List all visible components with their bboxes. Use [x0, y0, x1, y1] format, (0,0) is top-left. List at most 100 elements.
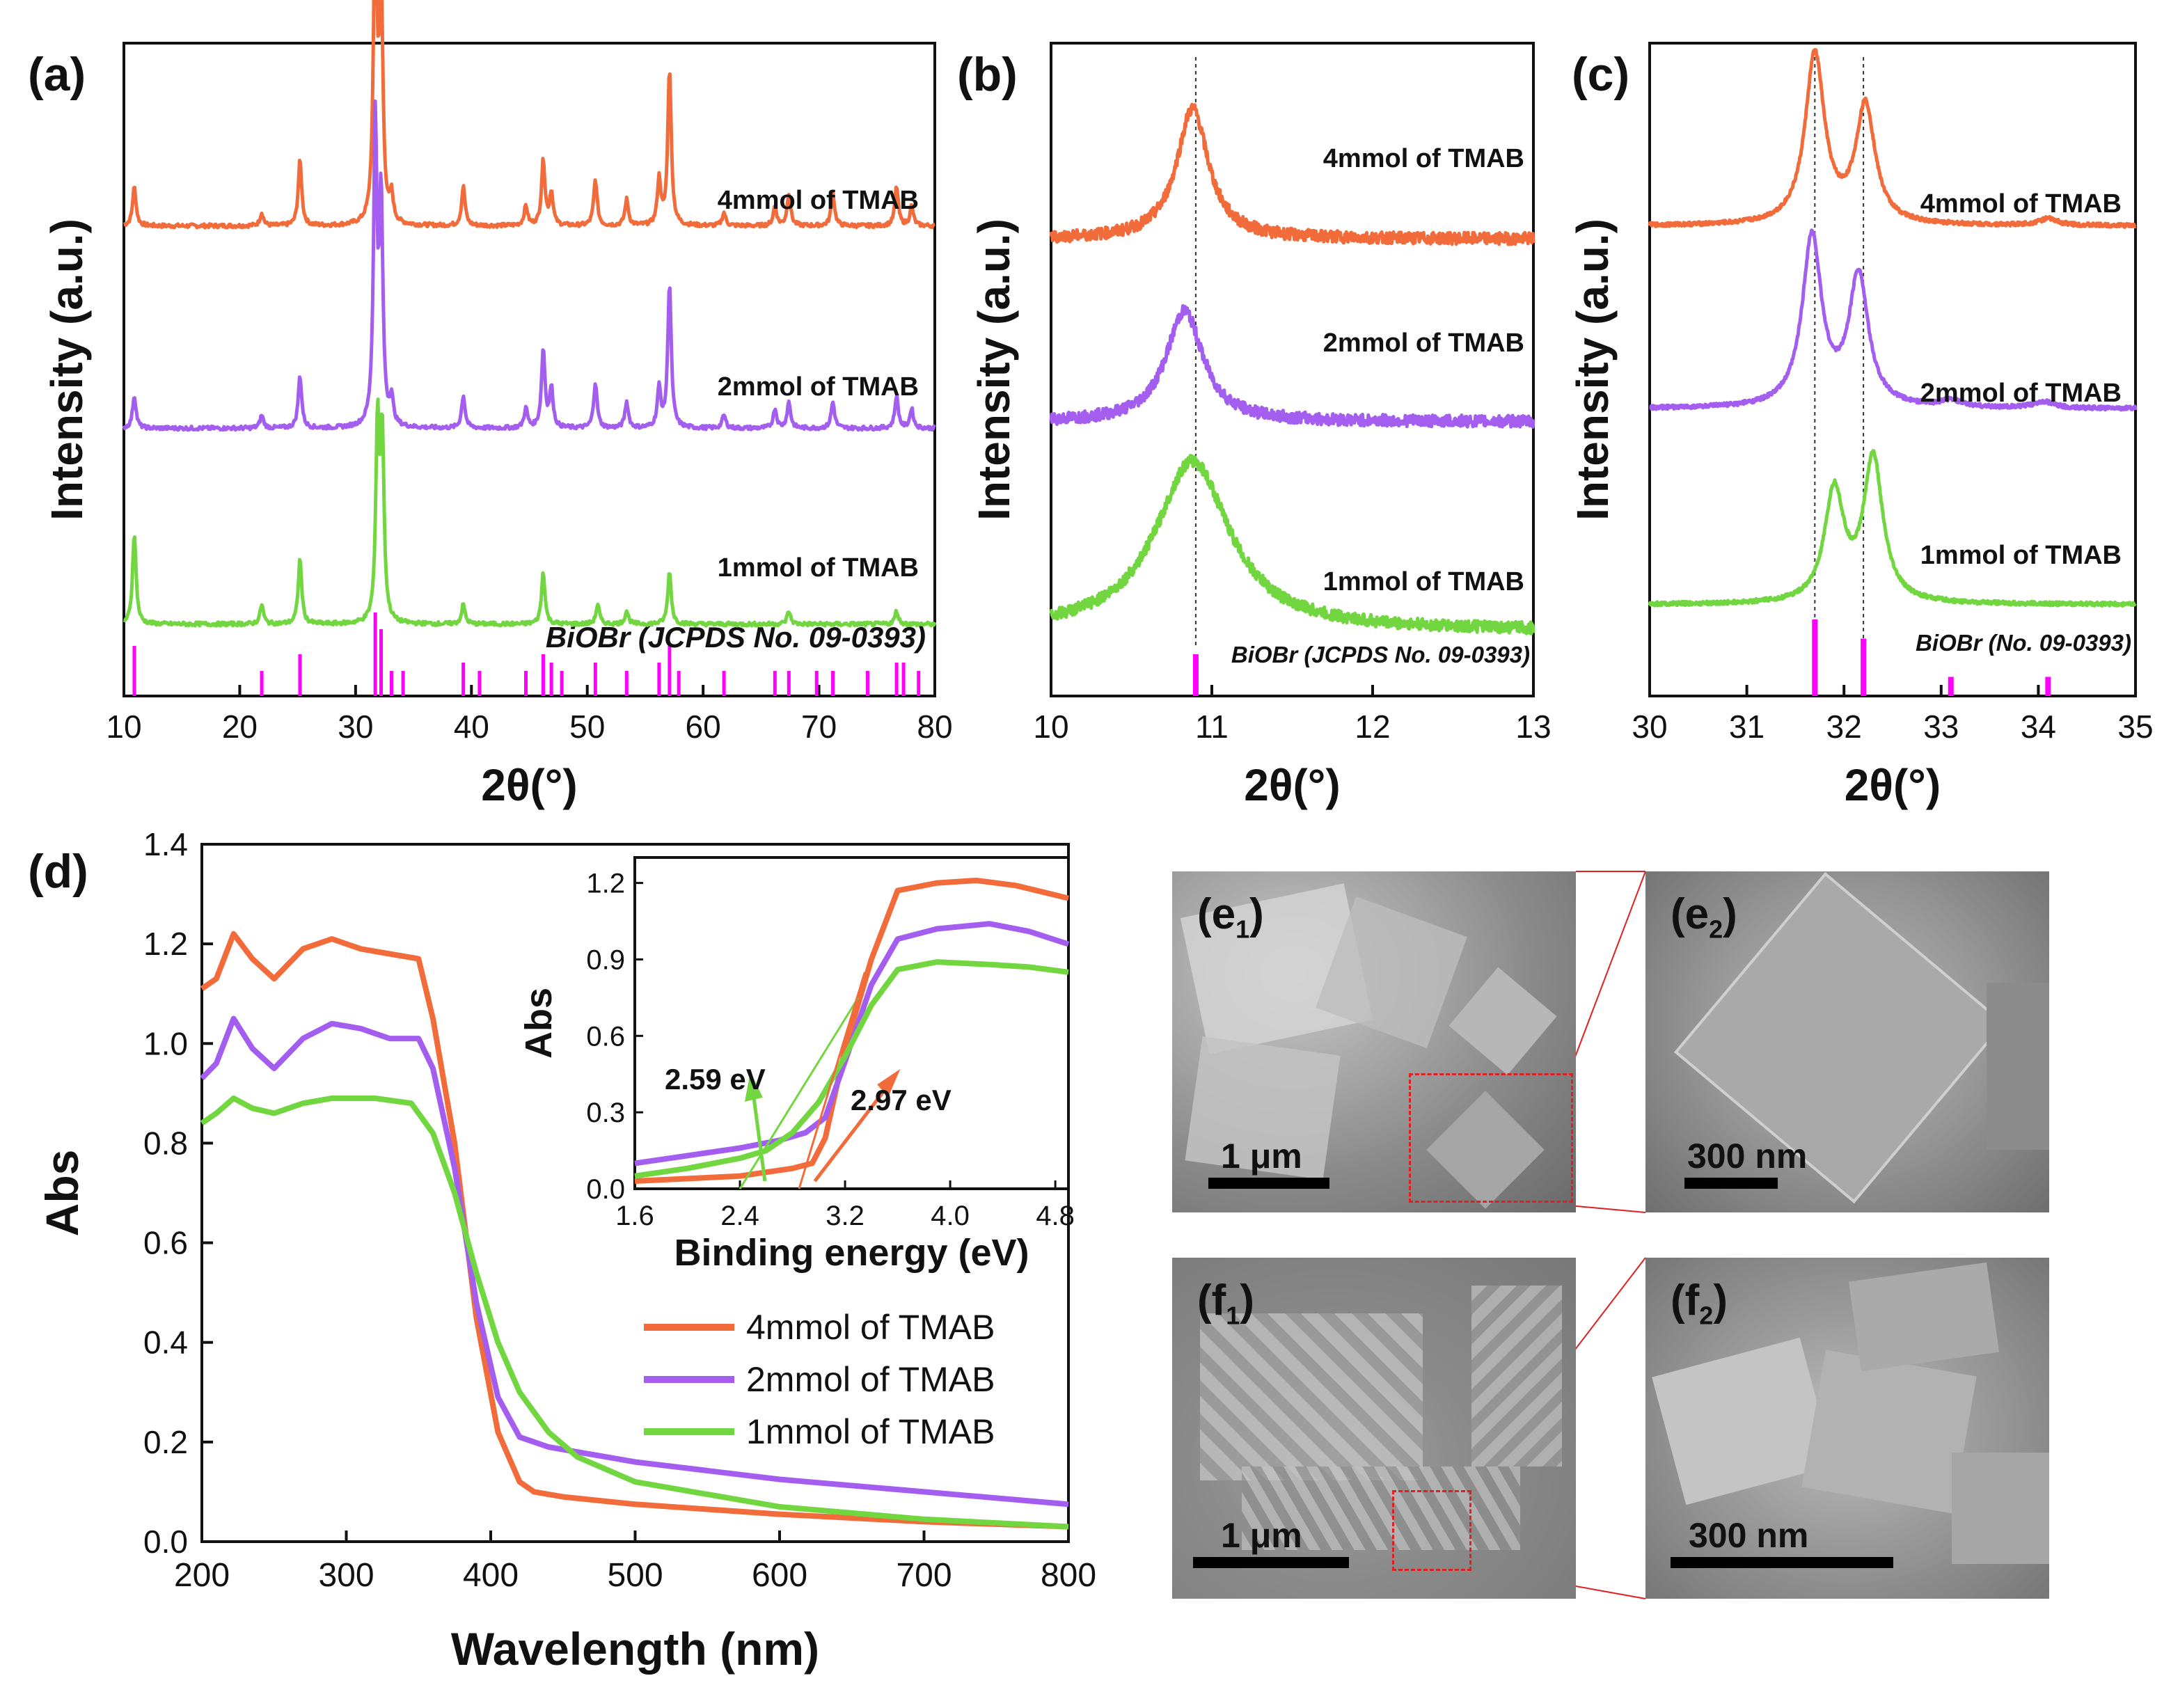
sem-image-f1: (f1) 1 μm [1172, 1258, 1576, 1599]
x-tick-label: 40 [454, 709, 489, 745]
x-tick-label: 32 [1826, 709, 1862, 745]
x-tick-label: 50 [569, 709, 605, 745]
inset-y-tick-label: 0.0 [586, 1174, 625, 1205]
x-tick-label: 10 [106, 709, 141, 745]
inset-tangent-line [798, 972, 866, 1189]
series-line [123, 397, 937, 628]
y-tick-label: 1.0 [143, 1025, 188, 1061]
y-axis-title: Abs [36, 1150, 88, 1237]
series-line [1648, 48, 2137, 229]
x-tick-label: 70 [801, 709, 837, 745]
legend-label: 1mmol of TMAB [746, 1412, 995, 1451]
y-tick-label: 0.2 [143, 1424, 188, 1460]
series-label: 2mmol of TMAB [1920, 379, 2122, 408]
x-tick-label: 20 [222, 709, 258, 745]
x-tick-label: 500 [607, 1557, 663, 1594]
x-tick-label: 34 [2021, 709, 2056, 745]
x-tick-label: 800 [1041, 1557, 1096, 1594]
x-tick-label: 13 [1515, 709, 1551, 745]
inset-x-tick-label: 3.2 [826, 1201, 865, 1231]
series-line [1049, 102, 1536, 246]
series-label: 4mmol of TMAB [1323, 144, 1524, 173]
inset-x-tick-label: 4.8 [1036, 1201, 1075, 1231]
series-label: 1mmol of TMAB [1323, 567, 1524, 596]
x-tick-label: 35 [2117, 709, 2153, 745]
plot-frame [1050, 42, 1535, 697]
inset-x-axis-title: Binding energy (eV) [674, 1232, 1029, 1274]
panel-label: (a) [28, 48, 86, 101]
sem-label-main: (e [1671, 890, 1710, 938]
plot-frame [123, 42, 936, 697]
inset-tangent-line [739, 997, 860, 1189]
inset-arrow [813, 1080, 893, 1183]
y-tick-label: 0.8 [143, 1125, 188, 1161]
zoom-connector [1568, 871, 1646, 1074]
series-line [200, 1015, 1069, 1508]
series-label: 2mmol of TMAB [718, 372, 919, 402]
inset-x-tick-label: 4.0 [931, 1201, 970, 1231]
inset-annotation: 2.59 eV [665, 1063, 766, 1096]
sem-label-main: (f [1197, 1276, 1226, 1325]
series-line [1648, 449, 2137, 608]
scale-label: 300 nm [1689, 1516, 1809, 1555]
x-tick-label: 31 [1729, 709, 1765, 745]
x-tick-label: 60 [686, 709, 721, 745]
sem-image-f2: (f2) 300 nm [1645, 1258, 2049, 1599]
sem-label-end: ) [1713, 1276, 1728, 1325]
scale-bar [1208, 1178, 1329, 1189]
x-tick-label: 11 [1195, 709, 1229, 745]
scale-bar [1684, 1178, 1778, 1189]
y-tick-label: 0.4 [143, 1325, 188, 1361]
y-tick-label: 0.0 [143, 1524, 188, 1560]
sem-label-main: (f [1671, 1276, 1700, 1325]
scale-label: 1 μm [1221, 1137, 1302, 1176]
panel-label: (c) [1572, 48, 1629, 101]
sem-label-sub: 1 [1226, 1301, 1240, 1330]
inset-x-tick-label: 2.4 [720, 1201, 759, 1231]
inset-y-axis-title: Abs [518, 988, 560, 1059]
x-tick-label: 300 [318, 1557, 374, 1594]
x-tick-label: 80 [917, 709, 952, 745]
series-line [122, 99, 936, 432]
x-tick-label: 700 [896, 1557, 952, 1594]
series-line [200, 1096, 1069, 1530]
sem-label-sub: 2 [1699, 1301, 1714, 1330]
inset-y-tick-label: 0.9 [586, 944, 625, 975]
sem-image-e2: (e2) 300 nm [1645, 871, 2049, 1212]
panel-label: (d) [28, 845, 88, 898]
inset-arrow [751, 1091, 767, 1182]
inset-y-tick-label: 1.2 [586, 869, 625, 899]
sem-image-e1: (e1) 1 μm [1172, 871, 1576, 1212]
x-tick-label: 12 [1355, 709, 1390, 745]
x-tick-label: 400 [463, 1557, 519, 1594]
inset-y-tick-label: 0.3 [586, 1098, 625, 1128]
x-tick-label: 10 [1033, 709, 1068, 745]
series-line [1049, 304, 1536, 429]
sem-label-end: ) [1249, 890, 1264, 938]
x-axis-title: Wavelength (nm) [451, 1623, 819, 1675]
y-tick-label: 1.4 [143, 826, 188, 862]
x-tick-label: 200 [174, 1557, 230, 1594]
legend-label: 4mmol of TMAB [746, 1308, 995, 1347]
sem-label-end: ) [1240, 1276, 1254, 1325]
sem-label-sub: 1 [1236, 915, 1250, 944]
scale-bar [1193, 1557, 1349, 1568]
series-label: 1mmol of TMAB [718, 553, 919, 583]
inset-series-line [634, 878, 1069, 1184]
inset-x-tick-label: 1.6 [615, 1201, 654, 1231]
x-tick-label: 30 [338, 709, 373, 745]
y-tick-label: 1.2 [143, 926, 188, 962]
x-axis-title: 2θ(°) [1244, 760, 1340, 810]
series-line [123, 0, 936, 230]
y-axis-title: Intensity (a.u.) [1568, 219, 1618, 521]
scale-label: 1 μm [1221, 1516, 1302, 1555]
y-tick-label: 0.6 [143, 1225, 188, 1261]
inset-arrow-head [744, 1071, 763, 1102]
x-tick-label: 33 [1923, 709, 1959, 745]
y-axis-title: Intensity (a.u.) [42, 219, 92, 521]
series-label: 1mmol of TMAB [1920, 541, 2122, 570]
x-axis-title: 2θ(°) [1845, 760, 1941, 810]
reference-label: BiOBr (No. 09-0393) [1916, 630, 2131, 656]
x-tick-label: 600 [752, 1557, 807, 1594]
